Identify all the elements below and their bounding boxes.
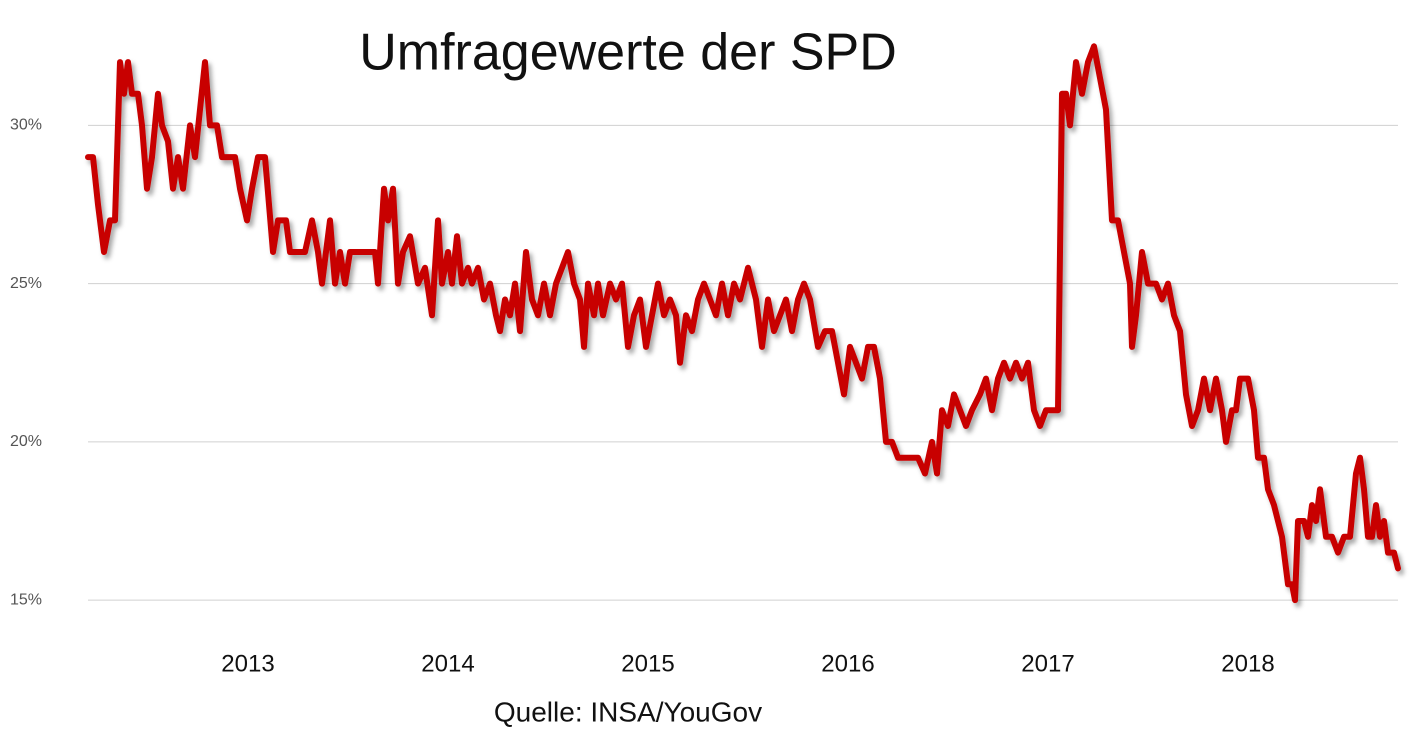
x-tick-label: 2018 bbox=[1221, 650, 1274, 677]
plot bbox=[85, 43, 1401, 604]
y-tick-label: 25% bbox=[10, 275, 42, 292]
x-tick-label: 2014 bbox=[421, 650, 474, 677]
x-tick-label: 2016 bbox=[821, 650, 874, 677]
data-line bbox=[85, 43, 1401, 604]
y-tick-label: 20% bbox=[10, 433, 42, 450]
x-tick-label: 2013 bbox=[221, 650, 274, 677]
y-tick-label: 30% bbox=[10, 117, 42, 134]
y-tick-label: 15% bbox=[10, 591, 42, 608]
source-note: Quelle: INSA/YouGov bbox=[494, 696, 762, 727]
x-tick-label: 2015 bbox=[621, 650, 674, 677]
chart-title: Umfragewerte der SPD bbox=[359, 24, 897, 82]
x-tick-label: 2017 bbox=[1021, 650, 1074, 677]
grid bbox=[88, 124, 1398, 601]
